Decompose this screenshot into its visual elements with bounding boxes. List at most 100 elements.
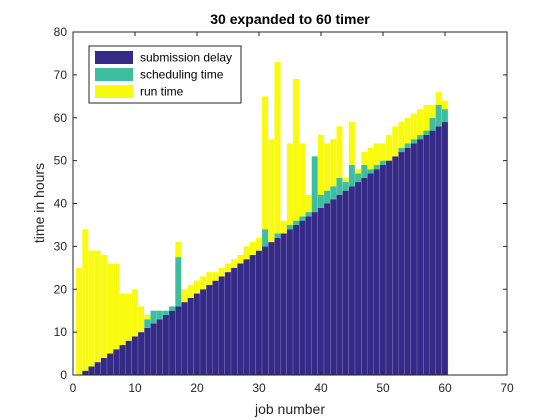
bar-run-time-job-20 [193,280,201,294]
bar-submission-delay-job-52 [392,156,399,375]
bar-run-time-job-32 [268,139,275,243]
y-axis: 0 10 20 30 40 50 60 70 80 [54,25,507,382]
legend-label-scheduling-time: scheduling time [140,68,224,82]
legend-swatch-run-time [95,85,133,98]
bar-run-time-job-45 [348,122,356,165]
bar-run-time-job-28 [243,246,250,260]
bar-run-time-job-25 [224,263,232,273]
bar-run-time-job-56 [417,109,424,135]
bar-scheduling-time-job-37 [299,216,306,221]
bar-run-time-job-12 [144,314,151,320]
bar-scheduling-time-job-57 [423,130,430,135]
bar-run-time-job-51 [386,134,393,161]
bar-submission-delay-job-21 [200,289,207,375]
bar-submission-delay-job-23 [212,280,219,375]
bar-submission-delay-job-49 [373,169,380,375]
bar-run-time-job-35 [286,143,294,225]
y-tick-label: 50 [54,154,68,168]
bar-submission-delay-job-3 [88,366,95,375]
bar-submission-delay-job-60 [441,122,449,375]
bar-submission-delay-job-40 [317,207,325,375]
bar-submission-delay-job-16 [169,310,176,375]
bar-submission-delay-job-43 [336,194,343,375]
bar-run-time-job-11 [138,306,145,333]
bar-scheduling-time-job-56 [417,134,424,140]
bar-run-time-job-48 [367,147,374,170]
x-tick-label: 40 [314,381,328,395]
bar-run-time-job-36 [293,79,300,221]
bar-submission-delay-job-47 [361,177,368,375]
bar-submission-delay-job-17 [175,306,182,375]
bar-submission-delay-job-38 [305,216,312,375]
legend-label-run-time: run time [140,85,184,99]
x-tick-label: 20 [190,381,204,395]
bars-group [76,62,449,376]
x-tick-label: 10 [128,381,142,395]
bar-submission-delay-job-32 [268,242,275,375]
bar-submission-delay-job-14 [156,319,163,375]
bar-scheduling-time-job-31 [262,229,269,247]
x-axis-title: job number [254,401,325,417]
bar-run-time-job-2 [82,229,89,371]
bar-run-time-job-17 [175,242,182,258]
bar-submission-delay-job-36 [293,224,300,375]
bar-run-time-job-1 [76,267,83,375]
bar-scheduling-time-job-49 [373,164,380,170]
bar-scheduling-time-job-54 [404,143,411,148]
y-tick-label: 40 [54,197,68,211]
bar-submission-delay-job-56 [417,139,424,375]
bar-scheduling-time-job-15 [162,310,170,315]
bar-scheduling-time-job-13 [150,310,157,324]
bar-scheduling-time-job-12 [144,319,151,328]
bar-run-time-job-8 [119,293,126,345]
bar-submission-delay-job-9 [125,340,132,375]
y-tick-label: 10 [54,325,68,339]
bar-run-time-job-7 [113,263,120,350]
bar-submission-delay-job-39 [311,212,318,375]
bar-submission-delay-job-11 [138,332,145,376]
bar-submission-delay-job-15 [162,314,170,375]
bar-scheduling-time-job-17 [175,257,182,307]
bar-submission-delay-job-5 [100,357,108,375]
bar-run-time-job-47 [361,152,368,165]
bar-scheduling-time-job-43 [336,177,343,195]
bar-run-time-job-43 [336,126,343,178]
bar-submission-delay-job-48 [367,173,374,375]
bar-scheduling-time-job-60 [441,109,449,123]
bar-run-time-job-21 [200,276,207,290]
bar-submission-delay-job-12 [144,327,151,375]
bar-scheduling-time-job-58 [429,117,436,131]
bar-run-time-job-60 [441,100,449,110]
bar-scheduling-time-job-59 [435,104,442,127]
bar-run-time-job-10 [131,289,139,337]
bar-submission-delay-job-8 [119,344,126,375]
bar-run-time-job-30 [255,237,263,251]
bar-scheduling-time-job-42 [330,186,337,200]
bar-submission-delay-job-33 [274,237,281,375]
bar-run-time-job-27 [237,254,244,264]
bar-submission-delay-job-58 [429,130,436,375]
bar-submission-delay-job-53 [398,152,405,375]
bar-scheduling-time-job-55 [410,139,418,144]
bar-run-time-job-33 [274,62,281,234]
bar-submission-delay-job-42 [330,199,337,375]
bar-submission-delay-job-41 [324,203,331,375]
bar-scheduling-time-job-41 [324,190,331,204]
bar-submission-delay-job-6 [107,353,114,375]
bar-submission-delay-job-27 [237,263,244,375]
bar-scheduling-time-job-44 [342,182,349,191]
bar-scheduling-time-job-50 [379,160,387,165]
bar-submission-delay-job-45 [348,186,356,375]
x-tick-label: 60 [438,381,452,395]
bar-run-time-job-40 [317,134,325,195]
x-tick-label: 50 [376,381,390,395]
bar-submission-delay-job-34 [280,233,287,375]
bar-scheduling-time-job-16 [169,306,176,311]
legend-label-submission-delay: submission delay [140,51,232,65]
bar-run-time-job-42 [330,139,337,187]
bar-submission-delay-job-10 [131,336,139,375]
y-axis-title: time in hours [31,163,47,243]
x-tick-label: 0 [70,381,77,395]
bar-submission-delay-job-57 [423,134,430,375]
